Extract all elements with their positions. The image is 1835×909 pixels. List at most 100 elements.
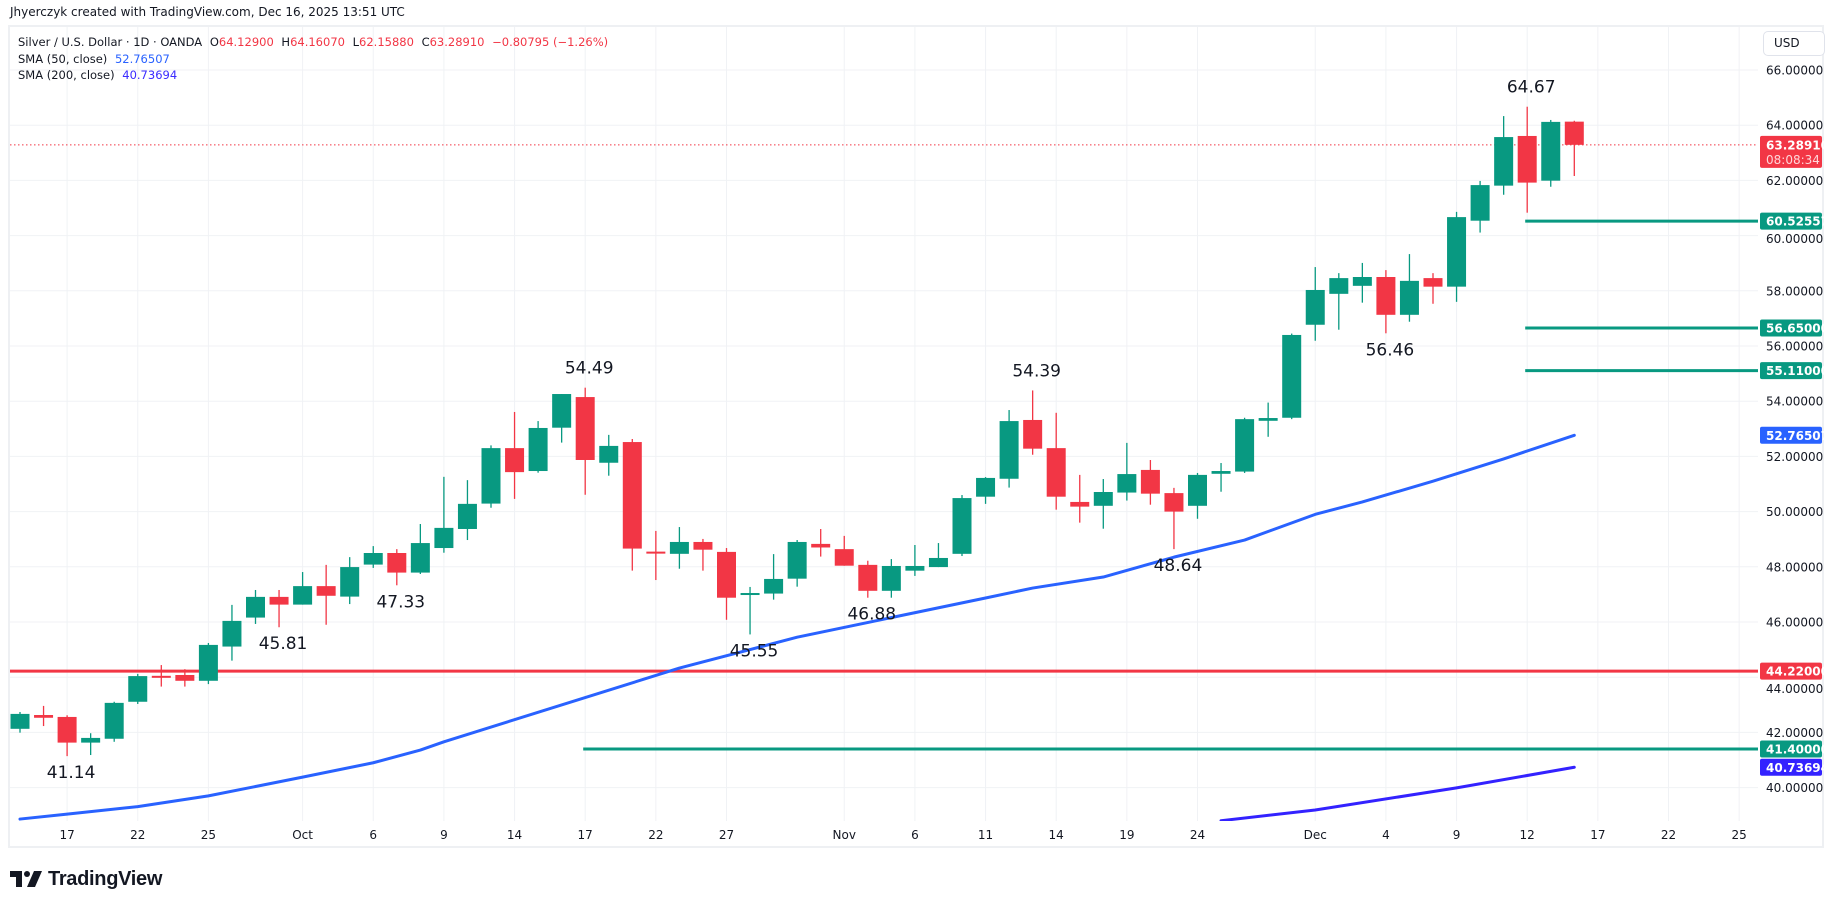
symbol-title[interactable]: Silver / U.S. Dollar · 1D · OANDA xyxy=(18,35,203,49)
price-annotation[interactable]: 64.67 xyxy=(1507,78,1556,98)
legend-sma50-row[interactable]: SMA (50, close) 52.76507 xyxy=(18,51,612,68)
candle-body xyxy=(717,551,736,598)
candle[interactable] xyxy=(905,544,925,576)
candle[interactable] xyxy=(175,669,195,687)
candle[interactable] xyxy=(1564,120,1584,177)
candle[interactable] xyxy=(1070,474,1090,523)
candle[interactable] xyxy=(457,480,477,541)
price-annotation[interactable]: 56.46 xyxy=(1366,340,1415,360)
candle[interactable] xyxy=(128,673,148,704)
candle[interactable] xyxy=(410,524,430,574)
y-tick-label: 56.00000 xyxy=(1766,340,1823,354)
price-annotation[interactable]: 41.14 xyxy=(47,763,96,783)
candle[interactable] xyxy=(1329,273,1349,330)
candle[interactable] xyxy=(999,410,1019,488)
x-tick-label: 25 xyxy=(1732,828,1747,842)
candle[interactable] xyxy=(552,394,572,443)
candle[interactable] xyxy=(1399,254,1419,322)
candle[interactable] xyxy=(481,445,501,508)
candle[interactable] xyxy=(881,559,901,598)
price-annotation[interactable]: 54.49 xyxy=(565,359,614,379)
price-annotation[interactable]: 48.64 xyxy=(1154,556,1203,576)
candle[interactable] xyxy=(340,557,360,605)
candle[interactable] xyxy=(1494,116,1514,195)
candle[interactable] xyxy=(575,387,595,495)
candle[interactable] xyxy=(787,540,807,587)
candle[interactable] xyxy=(104,701,124,742)
candle[interactable] xyxy=(1140,459,1160,505)
x-tick-label: 12 xyxy=(1520,828,1535,842)
price-annotation[interactable]: 45.55 xyxy=(730,641,779,661)
y-tick-label: 62.00000 xyxy=(1766,174,1823,188)
candle[interactable] xyxy=(505,411,525,499)
y-tick-label: 50.00000 xyxy=(1766,505,1823,519)
candle[interactable] xyxy=(363,546,383,568)
time-axis[interactable]: 17 22 25 Oct 6 9 14 17 22 27 Nov 6 11 14 19 24 Dec 4 9 12 17… xyxy=(59,828,1746,842)
candle[interactable] xyxy=(622,439,642,571)
candle[interactable] xyxy=(1305,267,1325,341)
candle-body xyxy=(669,541,689,554)
legend-sma200-row[interactable]: SMA (200, close) 40.73694 xyxy=(18,67,612,84)
candle[interactable] xyxy=(269,589,289,628)
candle[interactable] xyxy=(57,715,77,757)
candle[interactable] xyxy=(1423,273,1443,304)
candle[interactable] xyxy=(646,530,666,581)
candle[interactable] xyxy=(10,711,30,733)
candle[interactable] xyxy=(1046,412,1066,510)
level-price-label-background xyxy=(1760,319,1822,337)
candle-body xyxy=(999,421,1019,479)
candle[interactable] xyxy=(740,586,760,635)
candle[interactable] xyxy=(1258,402,1278,437)
candle[interactable] xyxy=(293,572,313,605)
price-annotation[interactable]: 45.81 xyxy=(259,634,308,654)
candle[interactable] xyxy=(528,421,548,473)
candle[interactable] xyxy=(434,476,454,553)
candle[interactable] xyxy=(34,705,54,727)
candle[interactable] xyxy=(246,589,265,624)
sma-price-label-background xyxy=(1760,758,1822,776)
sma200-line[interactable] xyxy=(1219,765,1576,821)
candle[interactable] xyxy=(1188,472,1207,519)
candle[interactable] xyxy=(1235,417,1255,473)
candle[interactable] xyxy=(222,604,242,661)
candle[interactable] xyxy=(1352,262,1372,303)
sma50-line[interactable] xyxy=(18,433,1576,821)
tradingview-logo[interactable]: TradingView xyxy=(10,868,162,890)
candle-body xyxy=(575,397,595,460)
candle[interactable] xyxy=(1282,333,1302,420)
candle[interactable] xyxy=(1447,211,1467,302)
candle[interactable] xyxy=(669,527,689,569)
candle[interactable] xyxy=(834,535,854,566)
candle[interactable] xyxy=(1211,463,1231,492)
candle[interactable] xyxy=(717,548,736,620)
candle[interactable] xyxy=(952,495,972,557)
candle[interactable] xyxy=(1470,180,1490,233)
candle[interactable] xyxy=(811,528,831,557)
candle[interactable] xyxy=(1541,119,1561,187)
candle[interactable] xyxy=(1023,390,1043,455)
candle[interactable] xyxy=(1093,479,1113,529)
candle[interactable] xyxy=(599,434,619,476)
price-annotation[interactable]: 46.88 xyxy=(847,605,896,625)
candle[interactable] xyxy=(198,642,218,685)
candle[interactable] xyxy=(1376,270,1396,334)
candle[interactable] xyxy=(387,549,407,586)
candle[interactable] xyxy=(81,733,101,756)
candle[interactable] xyxy=(858,560,878,598)
currency-button[interactable]: USD xyxy=(1763,31,1825,56)
candle[interactable] xyxy=(1517,106,1537,213)
candle[interactable] xyxy=(693,538,713,571)
price-annotation[interactable]: 47.33 xyxy=(376,592,425,612)
close-value: 63.28910 xyxy=(429,35,485,49)
candle-body xyxy=(787,541,807,579)
candle[interactable] xyxy=(151,665,171,687)
price-axis[interactable]: 66.00000 64.00000 62.00000 60.00000 58.00000… xyxy=(1766,64,1823,796)
candle[interactable] xyxy=(928,543,948,568)
candle[interactable] xyxy=(1164,487,1184,550)
candle[interactable] xyxy=(976,477,996,504)
candle[interactable] xyxy=(764,554,784,600)
candle[interactable] xyxy=(316,564,336,625)
price-annotation[interactable]: 54.39 xyxy=(1012,361,1061,381)
candle[interactable] xyxy=(1117,442,1137,501)
